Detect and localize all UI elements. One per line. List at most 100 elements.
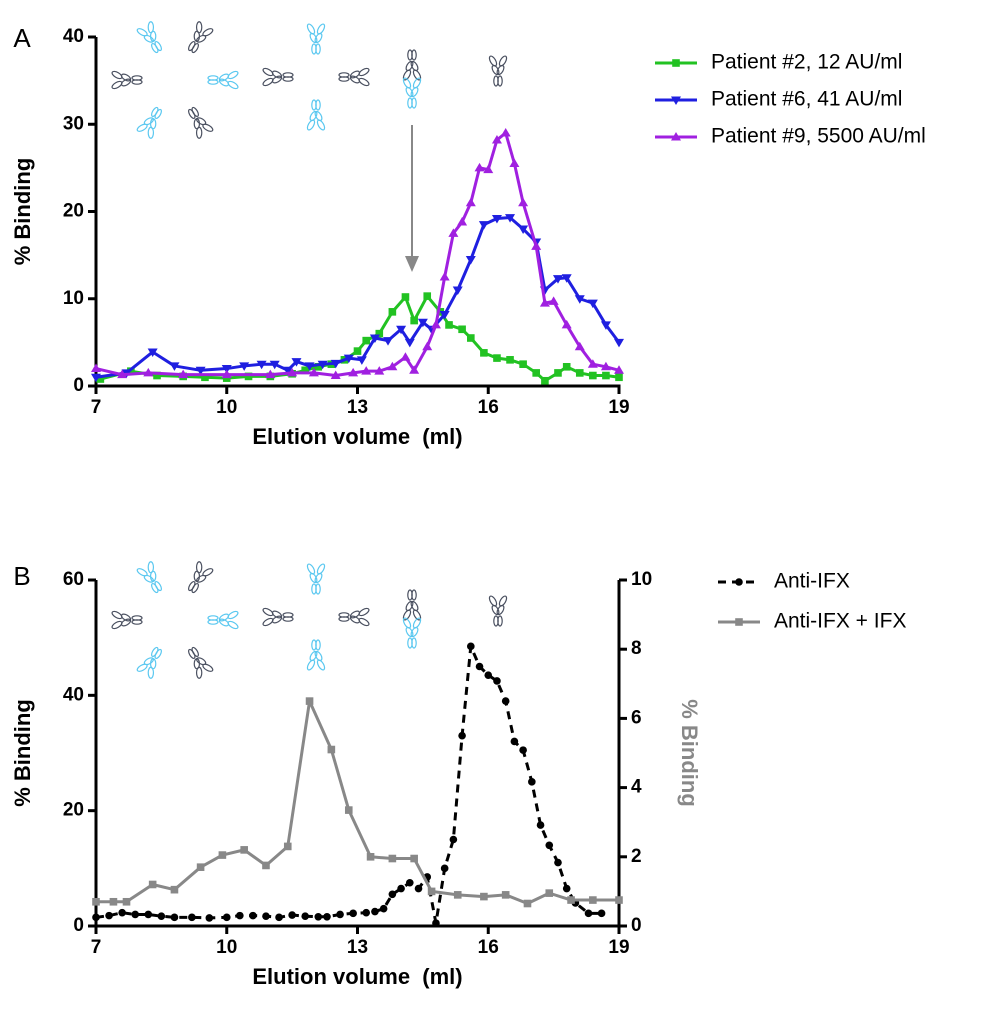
marker <box>344 806 353 814</box>
x-tick-label: 13 <box>347 397 368 418</box>
marker <box>240 846 248 854</box>
marker <box>262 861 270 870</box>
marker <box>374 366 385 375</box>
marker <box>195 366 206 376</box>
marker <box>117 369 128 379</box>
marker <box>439 271 450 281</box>
marker <box>388 854 397 863</box>
marker <box>519 360 527 368</box>
marker <box>109 897 118 906</box>
legend-marker <box>672 59 680 67</box>
x-tick-label: 10 <box>216 937 237 958</box>
marker <box>528 778 536 786</box>
marker <box>305 697 314 705</box>
y-tick-label: 0 <box>73 915 84 936</box>
marker <box>536 821 545 829</box>
marker <box>554 369 562 377</box>
marker <box>323 912 331 921</box>
marker <box>169 362 180 371</box>
marker <box>400 352 411 361</box>
marker <box>221 369 232 379</box>
marker <box>452 286 463 296</box>
marker <box>147 348 158 357</box>
marker <box>501 697 510 705</box>
marker <box>401 293 410 301</box>
x-tick-label: 13 <box>347 937 368 958</box>
marker <box>449 835 458 844</box>
marker <box>379 904 388 913</box>
legend-marker <box>735 618 743 626</box>
series-line <box>95 644 602 925</box>
marker <box>92 913 100 922</box>
x-tick-label: 16 <box>478 397 499 418</box>
marker <box>458 325 466 334</box>
y-tick-label: 30 <box>63 113 84 134</box>
marker <box>308 367 319 377</box>
marker <box>493 677 501 685</box>
marker <box>548 296 559 305</box>
marker <box>244 372 253 381</box>
marker <box>317 360 328 370</box>
marker <box>501 891 510 899</box>
marker <box>196 863 205 871</box>
y-tick-label: 40 <box>63 684 84 705</box>
marker <box>269 360 280 370</box>
marker <box>483 164 494 174</box>
marker <box>131 910 140 919</box>
marker <box>288 911 296 919</box>
x-tick-label: 16 <box>478 937 499 958</box>
marker <box>439 310 450 320</box>
marker <box>205 914 214 922</box>
marker <box>467 642 475 651</box>
marker <box>465 197 476 207</box>
marker <box>388 890 397 899</box>
marker <box>170 913 179 922</box>
y2-tick-label: 0 <box>631 915 642 936</box>
marker <box>301 912 310 920</box>
marker <box>589 896 597 904</box>
legend-marker <box>671 132 681 141</box>
marker <box>491 134 502 144</box>
marker <box>153 371 161 380</box>
series-line <box>95 131 620 378</box>
marker <box>484 671 493 679</box>
marker <box>453 891 462 899</box>
marker <box>291 358 302 367</box>
antibody-icons-b <box>110 558 509 682</box>
x-axis-label: Elution volume (ml) <box>252 424 462 449</box>
marker <box>518 197 529 207</box>
marker <box>314 912 323 921</box>
marker <box>505 214 516 223</box>
legend-marker <box>735 578 743 586</box>
legend-label: Anti-IFX <box>774 570 850 593</box>
marker <box>304 362 315 371</box>
marker <box>567 896 575 904</box>
marker <box>430 319 441 329</box>
marker <box>614 365 624 374</box>
marker <box>493 354 501 362</box>
marker <box>236 911 244 920</box>
y-axis-label: % Binding <box>10 158 35 266</box>
y-axis-label: % Binding <box>10 699 35 807</box>
marker <box>432 919 440 927</box>
marker <box>552 275 563 284</box>
marker <box>414 884 423 893</box>
marker <box>178 369 189 379</box>
marker <box>361 366 372 375</box>
marker <box>283 842 292 851</box>
marker <box>562 363 571 371</box>
marker <box>96 375 105 383</box>
marker <box>410 316 418 325</box>
y-tick-label: 20 <box>63 800 84 821</box>
marker <box>371 907 379 916</box>
marker <box>301 366 309 375</box>
marker <box>349 909 357 918</box>
marker <box>458 731 466 740</box>
marker <box>614 338 624 348</box>
x-tick-label: 10 <box>216 397 237 418</box>
marker <box>523 899 532 908</box>
marker <box>554 858 562 867</box>
antibody-icons-a <box>110 18 509 272</box>
marker <box>561 274 572 283</box>
marker <box>406 878 414 887</box>
